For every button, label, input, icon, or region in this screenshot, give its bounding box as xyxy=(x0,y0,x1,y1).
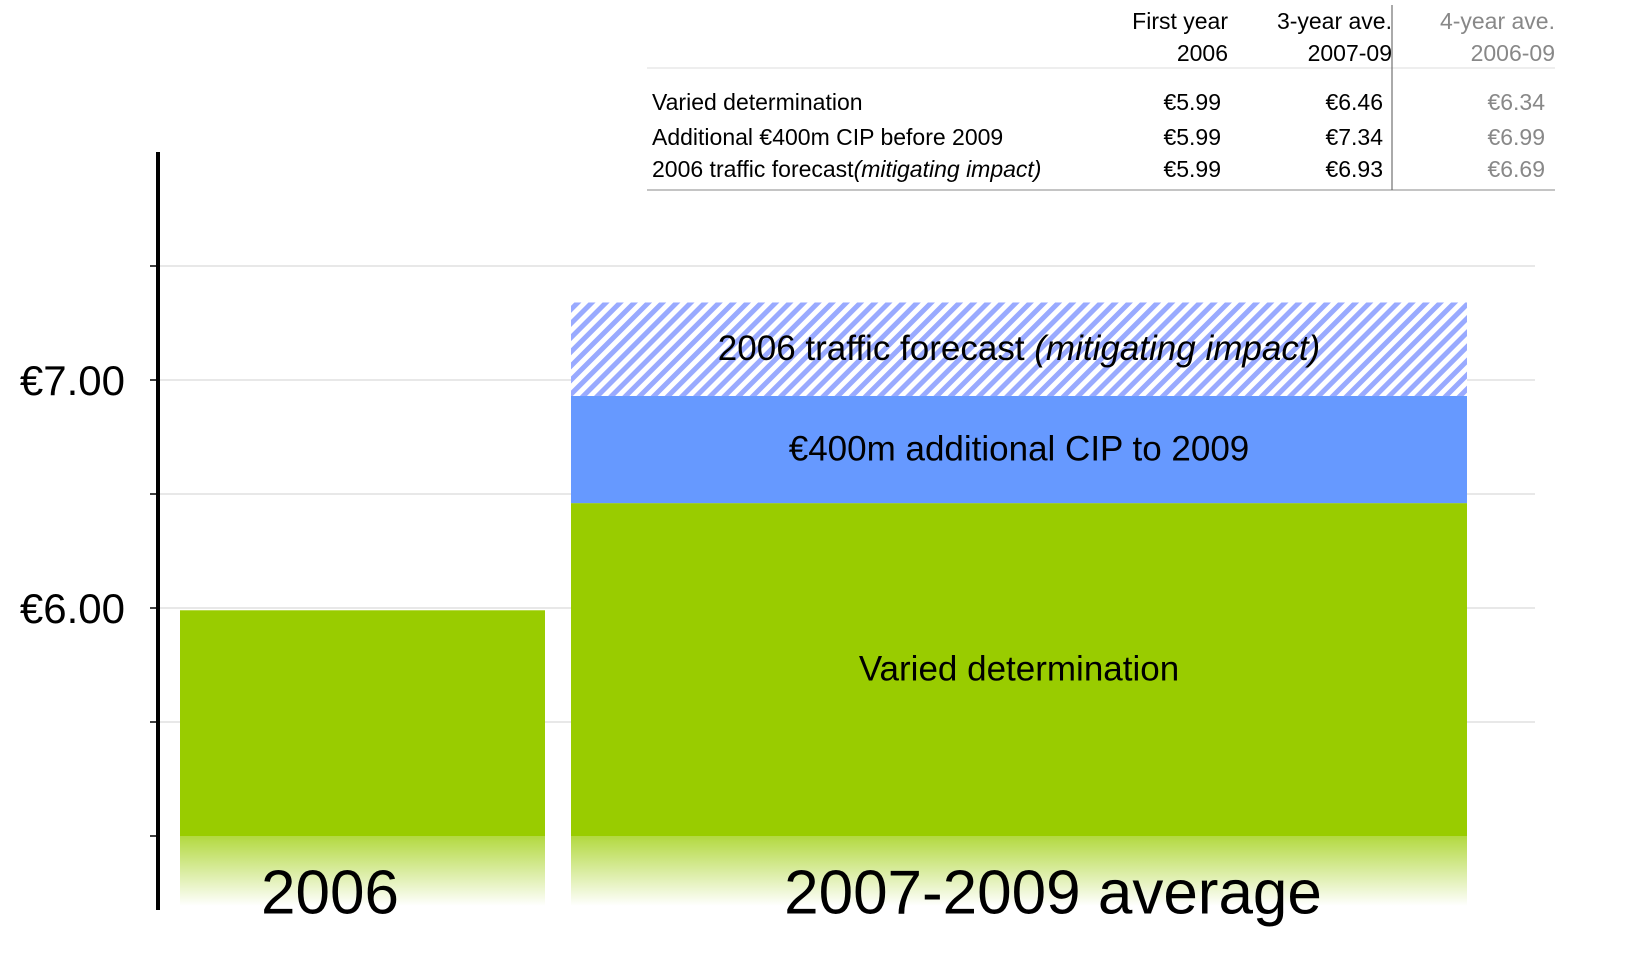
y-tick-label: €6.00 xyxy=(20,585,125,632)
table-cell: €5.99 xyxy=(1163,156,1221,182)
column-period: 2006 xyxy=(1177,40,1228,66)
column-title: 4-year ave. xyxy=(1440,8,1555,34)
table-cell: €6.93 xyxy=(1325,156,1383,182)
bar-segment xyxy=(571,395,1467,504)
row-label-text: 2006 traffic forecast xyxy=(652,156,854,182)
bar-reflection xyxy=(571,836,1467,906)
y-tick-label: €7.00 xyxy=(20,357,125,404)
summary-table: First year 2006 3-year ave. 2007-09 4-year a… xyxy=(647,5,1555,191)
bar-segment xyxy=(571,302,1467,396)
bar-reflection xyxy=(180,836,545,906)
column-title: First year xyxy=(1132,8,1228,34)
segment-label: €400m additional CIP to 2009 xyxy=(789,430,1250,469)
row-label-note: (mitigating impact) xyxy=(854,156,1042,182)
segment-label-emphasis: (mitigating impact) xyxy=(1034,329,1320,368)
segment-label-name: 2006 traffic forecast xyxy=(718,329,1025,368)
table-cell: €5.99 xyxy=(1163,124,1221,150)
table-cell: €6.69 xyxy=(1487,156,1545,182)
column-period: 2007-09 xyxy=(1308,40,1392,66)
table-cell: €7.34 xyxy=(1325,124,1383,150)
table-cell: €6.46 xyxy=(1325,89,1383,115)
bar-segment xyxy=(571,503,1467,836)
bar-segment xyxy=(180,610,545,836)
row-label: 2006 traffic forecast(mitigating impact) xyxy=(652,156,1041,182)
row-label: Additional €400m CIP before 2009 xyxy=(652,124,1003,150)
column-period: 2006-09 xyxy=(1471,40,1555,66)
x-tick-label: 2007-2009 average xyxy=(784,858,1322,927)
row-label-text: Varied determination xyxy=(652,89,863,115)
x-tick-label: 2006 xyxy=(261,858,399,927)
table-cell: €6.99 xyxy=(1487,124,1545,150)
column-title: 3-year ave. xyxy=(1277,8,1392,34)
table-cell: €6.34 xyxy=(1487,89,1545,115)
row-label: Varied determination xyxy=(652,89,863,115)
segment-label-name: Varied determination xyxy=(859,650,1179,689)
segment-label: Varied determination xyxy=(859,650,1179,689)
segment-label-name: €400m additional CIP to 2009 xyxy=(789,430,1250,469)
row-label-text: Additional €400m CIP before 2009 xyxy=(652,124,1003,150)
table-cell: €5.99 xyxy=(1163,89,1221,115)
segment-label: 2006 traffic forecast (mitigating impact… xyxy=(718,329,1320,368)
